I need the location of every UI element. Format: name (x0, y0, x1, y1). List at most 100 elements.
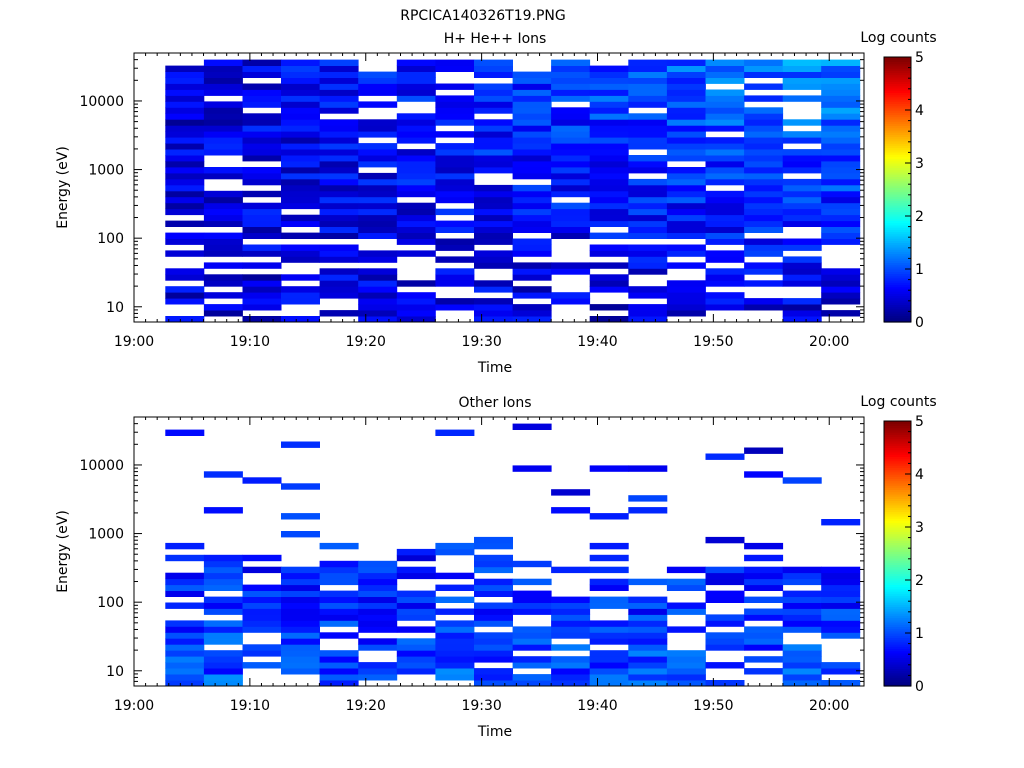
heatmap-cell (821, 202, 861, 210)
heatmap-cell (589, 113, 629, 120)
heatmap-cell (396, 548, 436, 556)
heatmap-cell (396, 608, 436, 615)
heatmap-cell (666, 680, 706, 687)
heatmap-cell (281, 95, 320, 102)
heatmap-cell (435, 280, 475, 287)
heatmap-cell (744, 83, 784, 90)
colorbar-segment (884, 182, 911, 186)
colorbar-segment (884, 282, 911, 286)
colorbar-segment (884, 176, 911, 180)
heatmap-cell (744, 155, 784, 162)
heatmap-cell (744, 196, 784, 204)
heatmap-cell (666, 77, 706, 84)
heatmap-cell (435, 161, 475, 168)
heatmap-cell (474, 298, 513, 305)
heatmap-cell (628, 256, 668, 263)
heatmap-cell (744, 668, 784, 675)
colorbar-segment (884, 588, 911, 592)
heatmap-cell (396, 662, 436, 669)
heatmap-cell (203, 149, 243, 156)
heatmap-cell (782, 680, 822, 687)
heatmap-cell (435, 226, 475, 233)
heatmap-cell (628, 602, 668, 609)
heatmap-cell (281, 644, 320, 651)
heatmap-cell (358, 202, 398, 210)
heatmap-cell (435, 596, 475, 603)
heatmap-cell (628, 578, 668, 586)
heatmap-cell (821, 232, 861, 239)
heatmap-cell (705, 125, 745, 132)
heatmap-cell (165, 143, 205, 150)
heatmap-cell (203, 471, 243, 478)
heatmap-cell (628, 131, 668, 138)
heatmap-cell (782, 196, 822, 204)
heatmap-cell (628, 113, 668, 120)
heatmap-cell (589, 513, 629, 520)
heatmap-cell (551, 507, 591, 514)
heatmap-cell (628, 662, 668, 669)
colorbar-segment (884, 650, 911, 654)
x-tick-label: 19:30 (461, 334, 501, 350)
colorbar-segment (884, 271, 911, 275)
colorbar-segment (884, 269, 911, 272)
heatmap-cell (705, 143, 745, 150)
heatmap-cell (628, 268, 668, 275)
heatmap-cell (512, 119, 552, 126)
heatmap-cell (821, 566, 861, 574)
colorbar-segment (884, 597, 911, 601)
heatmap-cell (551, 656, 591, 663)
heatmap-cell (319, 149, 359, 156)
heatmap-cell (396, 167, 436, 174)
heatmap-cell (821, 220, 861, 227)
heatmap-cell (782, 244, 822, 251)
heatmap-cell (512, 608, 552, 615)
colorbar-segment (884, 471, 911, 475)
heatmap-cell (358, 668, 398, 675)
heatmap-cell (666, 190, 706, 198)
heatmap-cell (589, 262, 629, 269)
heatmap-cell (319, 632, 359, 639)
heatmap-cell (821, 184, 861, 192)
colorbar-segment (884, 165, 911, 169)
colorbar-segment (884, 509, 911, 513)
colorbar-segment (884, 94, 911, 98)
heatmap-cell (705, 453, 745, 460)
heatmap-cell (358, 208, 398, 216)
heatmap-cell (744, 304, 784, 311)
heatmap-cell (435, 572, 475, 580)
heatmap-cell (512, 137, 552, 144)
colorbar-segment (884, 151, 911, 155)
heatmap-cell (435, 101, 475, 108)
colorbar-segment (884, 663, 911, 667)
heatmap-cell (782, 608, 822, 615)
heatmap-cell (821, 620, 861, 627)
heatmap-cell (512, 632, 552, 639)
colorbar-segment (884, 317, 911, 321)
heatmap-cell (589, 214, 629, 222)
heatmap-cell (705, 662, 745, 669)
heatmap-cell (628, 674, 668, 681)
heatmap-cell (744, 244, 784, 251)
heatmap-cell (474, 208, 513, 216)
heatmap-cell (666, 125, 706, 132)
heatmap-cell (551, 184, 591, 192)
heatmap-cell (281, 441, 320, 448)
heatmap-cell (358, 286, 398, 293)
heatmap-cell (512, 155, 552, 162)
heatmap-cell (435, 238, 475, 245)
heatmap-cell (281, 77, 320, 84)
heatmap-cell (358, 125, 398, 132)
colorbar-label: Log counts (860, 30, 936, 46)
heatmap-cell (165, 83, 205, 90)
heatmap-cell (319, 560, 359, 568)
colorbar-segment (884, 218, 911, 222)
colorbar-segment (884, 222, 911, 226)
heatmap-cell (242, 172, 282, 180)
colorbar-segment (884, 85, 911, 89)
colorbar-segment (884, 458, 911, 462)
colorbar-segment (884, 628, 911, 632)
heatmap-cell (435, 626, 475, 633)
heatmap-cell (666, 137, 706, 144)
heatmap-cell (242, 244, 282, 251)
heatmap-cell (705, 155, 745, 162)
